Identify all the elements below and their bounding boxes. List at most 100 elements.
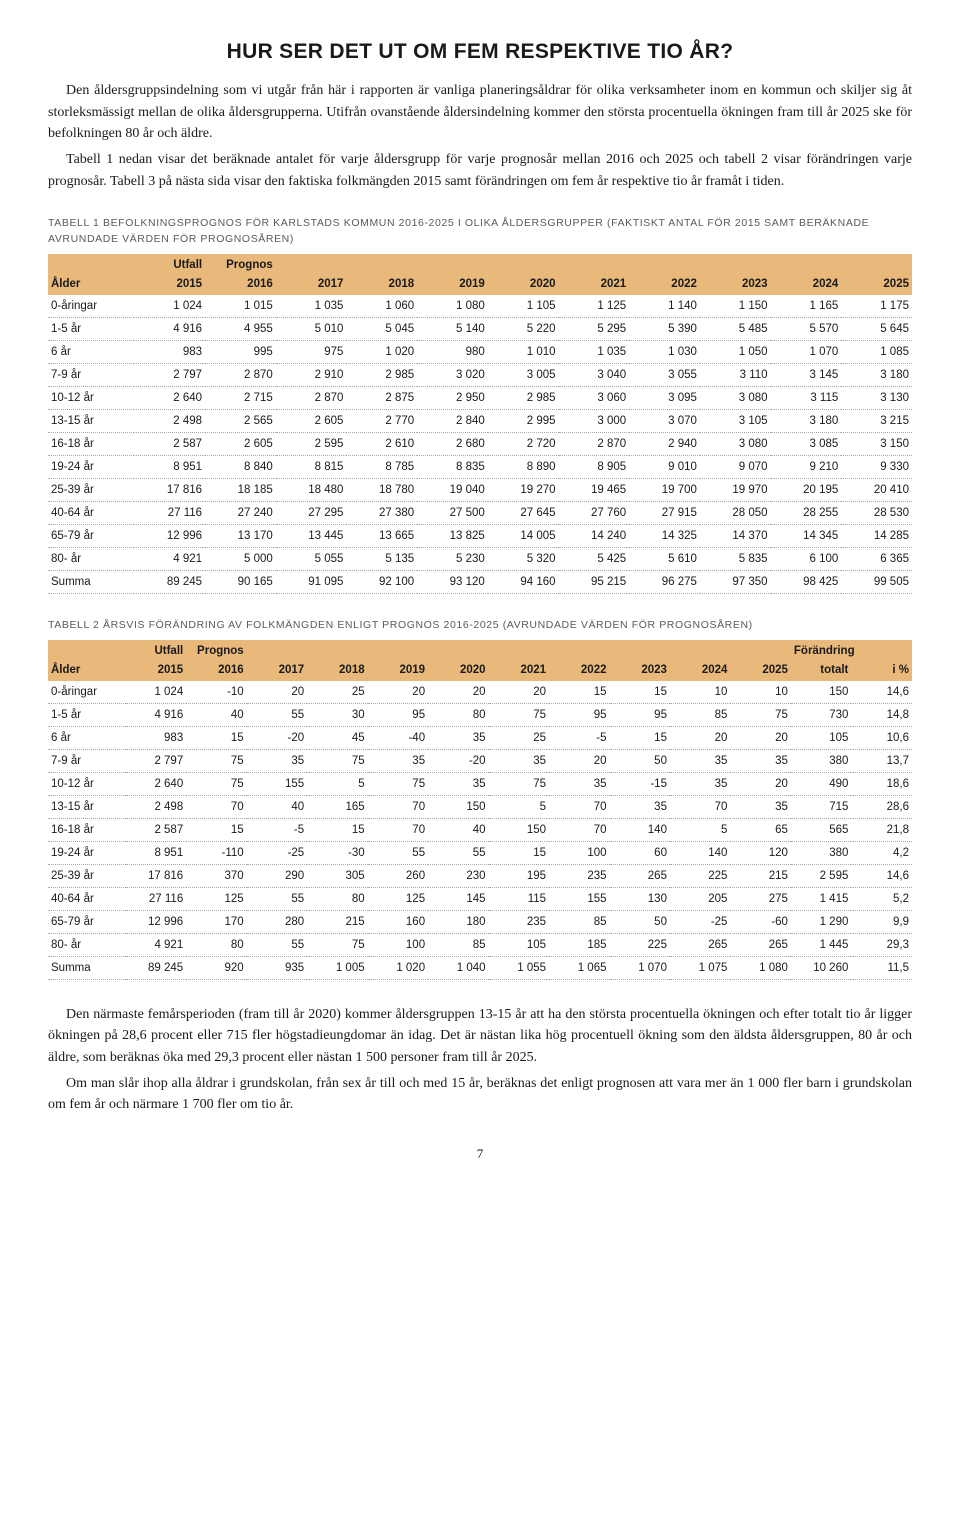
table-header-cell: 2022	[629, 276, 700, 295]
table-cell: 180	[428, 910, 488, 933]
table-cell: 1 445	[791, 933, 851, 956]
table-cell: 20	[549, 749, 609, 772]
table-cell: 1 020	[346, 340, 417, 363]
table-cell: 275	[730, 887, 790, 910]
table-cell: 5 485	[700, 317, 771, 340]
table-cell: 35	[610, 795, 670, 818]
table-cell: 18 480	[276, 478, 347, 501]
table1-caption: TABELL 1 BEFOLKNINGSPROGNOS FÖR KARLSTAD…	[48, 216, 912, 248]
table-cell: 3 095	[629, 386, 700, 409]
table-cell: 14 370	[700, 524, 771, 547]
table-row: 13-15 år2 4982 5652 6052 7702 8402 9953 …	[48, 409, 912, 432]
table-cell: 920	[186, 956, 246, 979]
table-cell: 2 715	[205, 386, 276, 409]
table-header-cell: 2015	[126, 662, 186, 681]
table-cell: 1 030	[629, 340, 700, 363]
table-cell: 98 425	[771, 570, 842, 593]
table-row: 40-64 år27 11612555801251451151551302052…	[48, 887, 912, 910]
table-cell: 105	[489, 933, 549, 956]
table-row: 7-9 år2 79775357535-20352050353538013,7	[48, 749, 912, 772]
table-cell: 2 770	[346, 409, 417, 432]
table-cell: 35	[670, 772, 730, 795]
table-cell: 2 680	[417, 432, 488, 455]
table-cell: 1 065	[549, 956, 609, 979]
table-header-cell	[730, 640, 790, 662]
table-cell: 2 640	[126, 772, 186, 795]
table-cell: 8 890	[488, 455, 559, 478]
table-header-cell: 2024	[771, 276, 842, 295]
table-cell: 2 605	[276, 409, 347, 432]
table-cell: 40	[247, 795, 307, 818]
table-row: 40-64 år27 11627 24027 29527 38027 50027…	[48, 501, 912, 524]
table-cell: 17 816	[126, 864, 186, 887]
table-cell: 8 785	[346, 455, 417, 478]
table-cell: 70	[670, 795, 730, 818]
table-cell: 85	[670, 703, 730, 726]
table-cell: 8 905	[559, 455, 630, 478]
table-cell: 18 780	[346, 478, 417, 501]
table-header-cell: i %	[851, 662, 912, 681]
table-cell: -15	[610, 772, 670, 795]
table-header-cell: 2018	[307, 662, 367, 681]
table-cell: 20	[247, 681, 307, 704]
table-cell: 27 116	[134, 501, 205, 524]
table-cell: 5 570	[771, 317, 842, 340]
table-cell: 75	[186, 772, 246, 795]
table-header-row: UtfallPrognosFörändring	[48, 640, 912, 662]
table-cell: 165	[307, 795, 367, 818]
table-row: 19-24 år8 951-110-25-3055551510060140120…	[48, 841, 912, 864]
table-cell: 150	[428, 795, 488, 818]
table-cell: 1 125	[559, 295, 630, 318]
table-cell: 25-39 år	[48, 864, 126, 887]
table-cell: 20	[489, 681, 549, 704]
table-cell: 125	[368, 887, 428, 910]
table-cell: 2 640	[134, 386, 205, 409]
table-cell: 370	[186, 864, 246, 887]
table-cell: 1 165	[771, 295, 842, 318]
table-cell: 35	[670, 749, 730, 772]
table-cell: 225	[670, 864, 730, 887]
table-header-cell: 2019	[368, 662, 428, 681]
table-cell: 25	[307, 681, 367, 704]
table-cell: 20	[368, 681, 428, 704]
table-cell: 14 325	[629, 524, 700, 547]
table-cell: 3 005	[488, 363, 559, 386]
table-cell: 14 005	[488, 524, 559, 547]
table-cell: 13-15 år	[48, 795, 126, 818]
table-header-cell	[346, 254, 417, 276]
table-cell: 2 595	[276, 432, 347, 455]
table-cell: 215	[730, 864, 790, 887]
table-cell: 75	[186, 749, 246, 772]
table2: UtfallPrognosFörändring Ålder20152016201…	[48, 640, 912, 980]
table-row: 6 år98315-2045-403525-515202010510,6	[48, 726, 912, 749]
table-cell: 1 070	[610, 956, 670, 979]
table-header-cell	[247, 640, 307, 662]
table-cell: 80	[307, 887, 367, 910]
table-cell: 27 295	[276, 501, 347, 524]
table-cell: 3 110	[700, 363, 771, 386]
table-cell: 3 080	[700, 432, 771, 455]
table-row: 1-5 år4 9164 9555 0105 0455 1405 2205 29…	[48, 317, 912, 340]
table-header-cell: 2025	[730, 662, 790, 681]
table-cell: 20	[428, 681, 488, 704]
table-cell: 3 000	[559, 409, 630, 432]
table-cell: 2 797	[134, 363, 205, 386]
table-cell: 1 175	[841, 295, 912, 318]
table-cell: 70	[368, 818, 428, 841]
table-row: 0-åringar1 0241 0151 0351 0601 0801 1051…	[48, 295, 912, 318]
table-cell: 97 350	[700, 570, 771, 593]
table-header-cell	[851, 640, 912, 662]
table-header-cell: 2017	[276, 276, 347, 295]
table-cell: 265	[610, 864, 670, 887]
table-cell: 91 095	[276, 570, 347, 593]
intro-paragraphs: Den åldersgruppsindelning som vi utgår f…	[48, 80, 912, 192]
table-cell: 1 075	[670, 956, 730, 979]
table-row: 25-39 år17 81618 18518 48018 78019 04019…	[48, 478, 912, 501]
table-row: Summa89 2459209351 0051 0201 0401 0551 0…	[48, 956, 912, 979]
table-cell: 65	[730, 818, 790, 841]
table-cell: 75	[489, 772, 549, 795]
table-cell: 28 255	[771, 501, 842, 524]
table-header-cell	[488, 254, 559, 276]
page-title: HUR SER DET UT OM FEM RESPEKTIVE TIO ÅR?	[48, 40, 912, 64]
paragraph: Den åldersgruppsindelning som vi utgår f…	[48, 80, 912, 145]
